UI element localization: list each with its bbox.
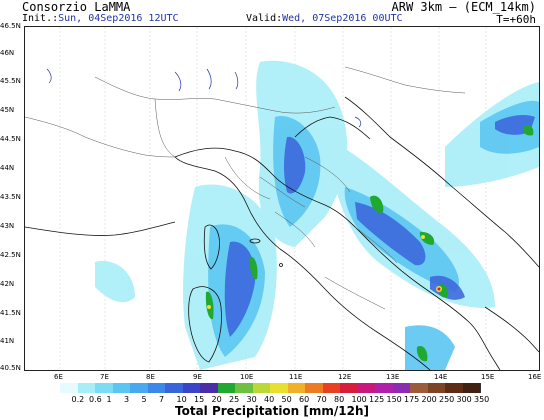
lon-label: 16E xyxy=(528,373,542,381)
lon-label: 11E xyxy=(289,373,303,381)
colorbar-swatch xyxy=(182,383,201,393)
colorbar-swatch xyxy=(200,383,219,393)
colorbar-tick-label: 50 xyxy=(281,395,292,404)
lat-label: 41N xyxy=(0,337,15,345)
colorbar-swatch xyxy=(445,383,464,393)
lon-label: 14E xyxy=(434,373,448,381)
colorbar-swatch xyxy=(112,383,131,393)
colorbar-tick-label: 20 xyxy=(211,395,222,404)
colorbar-tick-label: 250 xyxy=(439,395,455,404)
colorbar-swatch xyxy=(270,383,289,393)
lat-label: 44N xyxy=(0,164,15,172)
colorbar-tick-label: 175 xyxy=(404,395,420,404)
lon-label: 8E xyxy=(146,373,155,381)
colorbar-swatch xyxy=(235,383,254,393)
lon-label: 7E xyxy=(100,373,109,381)
colorbar-tick-label: 30 xyxy=(246,395,257,404)
lat-label: 44.5N xyxy=(0,135,21,143)
coastlines xyxy=(25,96,539,370)
colorbar-swatch xyxy=(130,383,149,393)
colorbar-swatch xyxy=(410,383,429,393)
colorbar-tick-label: 0.2 xyxy=(71,395,85,404)
map-svg xyxy=(25,27,539,370)
colorbar-swatch xyxy=(60,383,79,393)
colorbar-tick-label: 1 xyxy=(106,395,112,404)
colorbar-tick-label: 60 xyxy=(299,395,310,404)
precip-heavy xyxy=(207,235,442,309)
colorbar-units: Total Precipitation [mm/12h] xyxy=(175,404,369,418)
colorbar-swatch xyxy=(427,383,446,393)
lat-label: 45N xyxy=(0,106,15,114)
lon-label: 6E xyxy=(54,373,63,381)
org-title: Consorzio LaMMA xyxy=(22,0,131,14)
init-time: Init.:Sun, 04Sep2016 12UTC xyxy=(22,13,179,24)
precipitation-map xyxy=(24,26,540,371)
colorbar-swatch xyxy=(357,383,376,393)
lon-label: 12E xyxy=(338,373,352,381)
lon-label: 13E xyxy=(386,373,400,381)
colorbar-tick-label: 80 xyxy=(334,395,345,404)
lat-label: 46.5N xyxy=(0,22,21,30)
colorbar-tick-label: 25 xyxy=(229,395,240,404)
colorbar-tick-label: 300 xyxy=(456,395,472,404)
colorbar-swatch xyxy=(252,383,271,393)
colorbar-tick-label: 15 xyxy=(194,395,205,404)
lon-label: 15E xyxy=(481,373,495,381)
colorbar-tick-label: 7 xyxy=(159,395,165,404)
lat-label: 42N xyxy=(0,280,15,288)
colorbar-swatch xyxy=(375,383,394,393)
valid-time: Valid:Wed, 07Sep2016 00UTC xyxy=(246,13,403,24)
colorbar-tick-label: 350 xyxy=(474,395,490,404)
colorbar-tick-label: 5 xyxy=(141,395,147,404)
lon-label: 9E xyxy=(193,373,202,381)
lat-label: 42.5N xyxy=(0,251,21,259)
valid-value: Wed, 07Sep2016 00UTC xyxy=(282,13,403,24)
colorbar-swatch xyxy=(217,383,236,393)
colorbar-swatch xyxy=(305,383,324,393)
lat-label: 45.5N xyxy=(0,77,21,85)
colorbar-swatch xyxy=(77,383,96,393)
colorbar-tick-label: 100 xyxy=(351,395,367,404)
init-label: Init.: xyxy=(22,13,59,24)
colorbar-swatch xyxy=(147,383,166,393)
lat-label: 40.5N xyxy=(0,364,21,372)
model-title: ARW 3km – (ECM_14km) xyxy=(391,0,537,14)
colorbar-swatch xyxy=(462,383,481,393)
forecast-step: T=+60h xyxy=(496,13,536,26)
colorbar-tick-label: 3 xyxy=(124,395,130,404)
lat-label: 43.5N xyxy=(0,193,21,201)
lat-label: 43N xyxy=(0,222,15,230)
colorbar-tick-label: 70 xyxy=(316,395,327,404)
colorbar-tick-label: 150 xyxy=(386,395,402,404)
colorbar-tick-label: 10 xyxy=(176,395,187,404)
colorbar-tick-label: 125 xyxy=(369,395,385,404)
colorbar-tick-label: 200 xyxy=(421,395,437,404)
colorbar-swatch xyxy=(95,383,114,393)
precip-blue xyxy=(224,114,535,337)
colorbar-swatch xyxy=(322,383,341,393)
colorbar-tick-label: 40 xyxy=(264,395,275,404)
colorbar-swatch xyxy=(340,383,359,393)
colorbar-swatch xyxy=(392,383,411,393)
lon-label: 10E xyxy=(240,373,254,381)
header: Consorzio LaMMA Init.:Sun, 04Sep2016 12U… xyxy=(0,0,544,26)
borders xyxy=(25,66,466,310)
lat-label: 41.5N xyxy=(0,309,21,317)
init-value: Sun, 04Sep2016 12UTC xyxy=(58,13,179,24)
lakes xyxy=(46,68,362,128)
colorbar-swatch xyxy=(165,383,184,393)
colorbar-swatch xyxy=(287,383,306,393)
lat-label: 46N xyxy=(0,49,15,57)
valid-label: Valid: xyxy=(246,13,283,24)
precip-light xyxy=(95,60,539,370)
colorbar-tick-label: 0.6 xyxy=(89,395,102,404)
